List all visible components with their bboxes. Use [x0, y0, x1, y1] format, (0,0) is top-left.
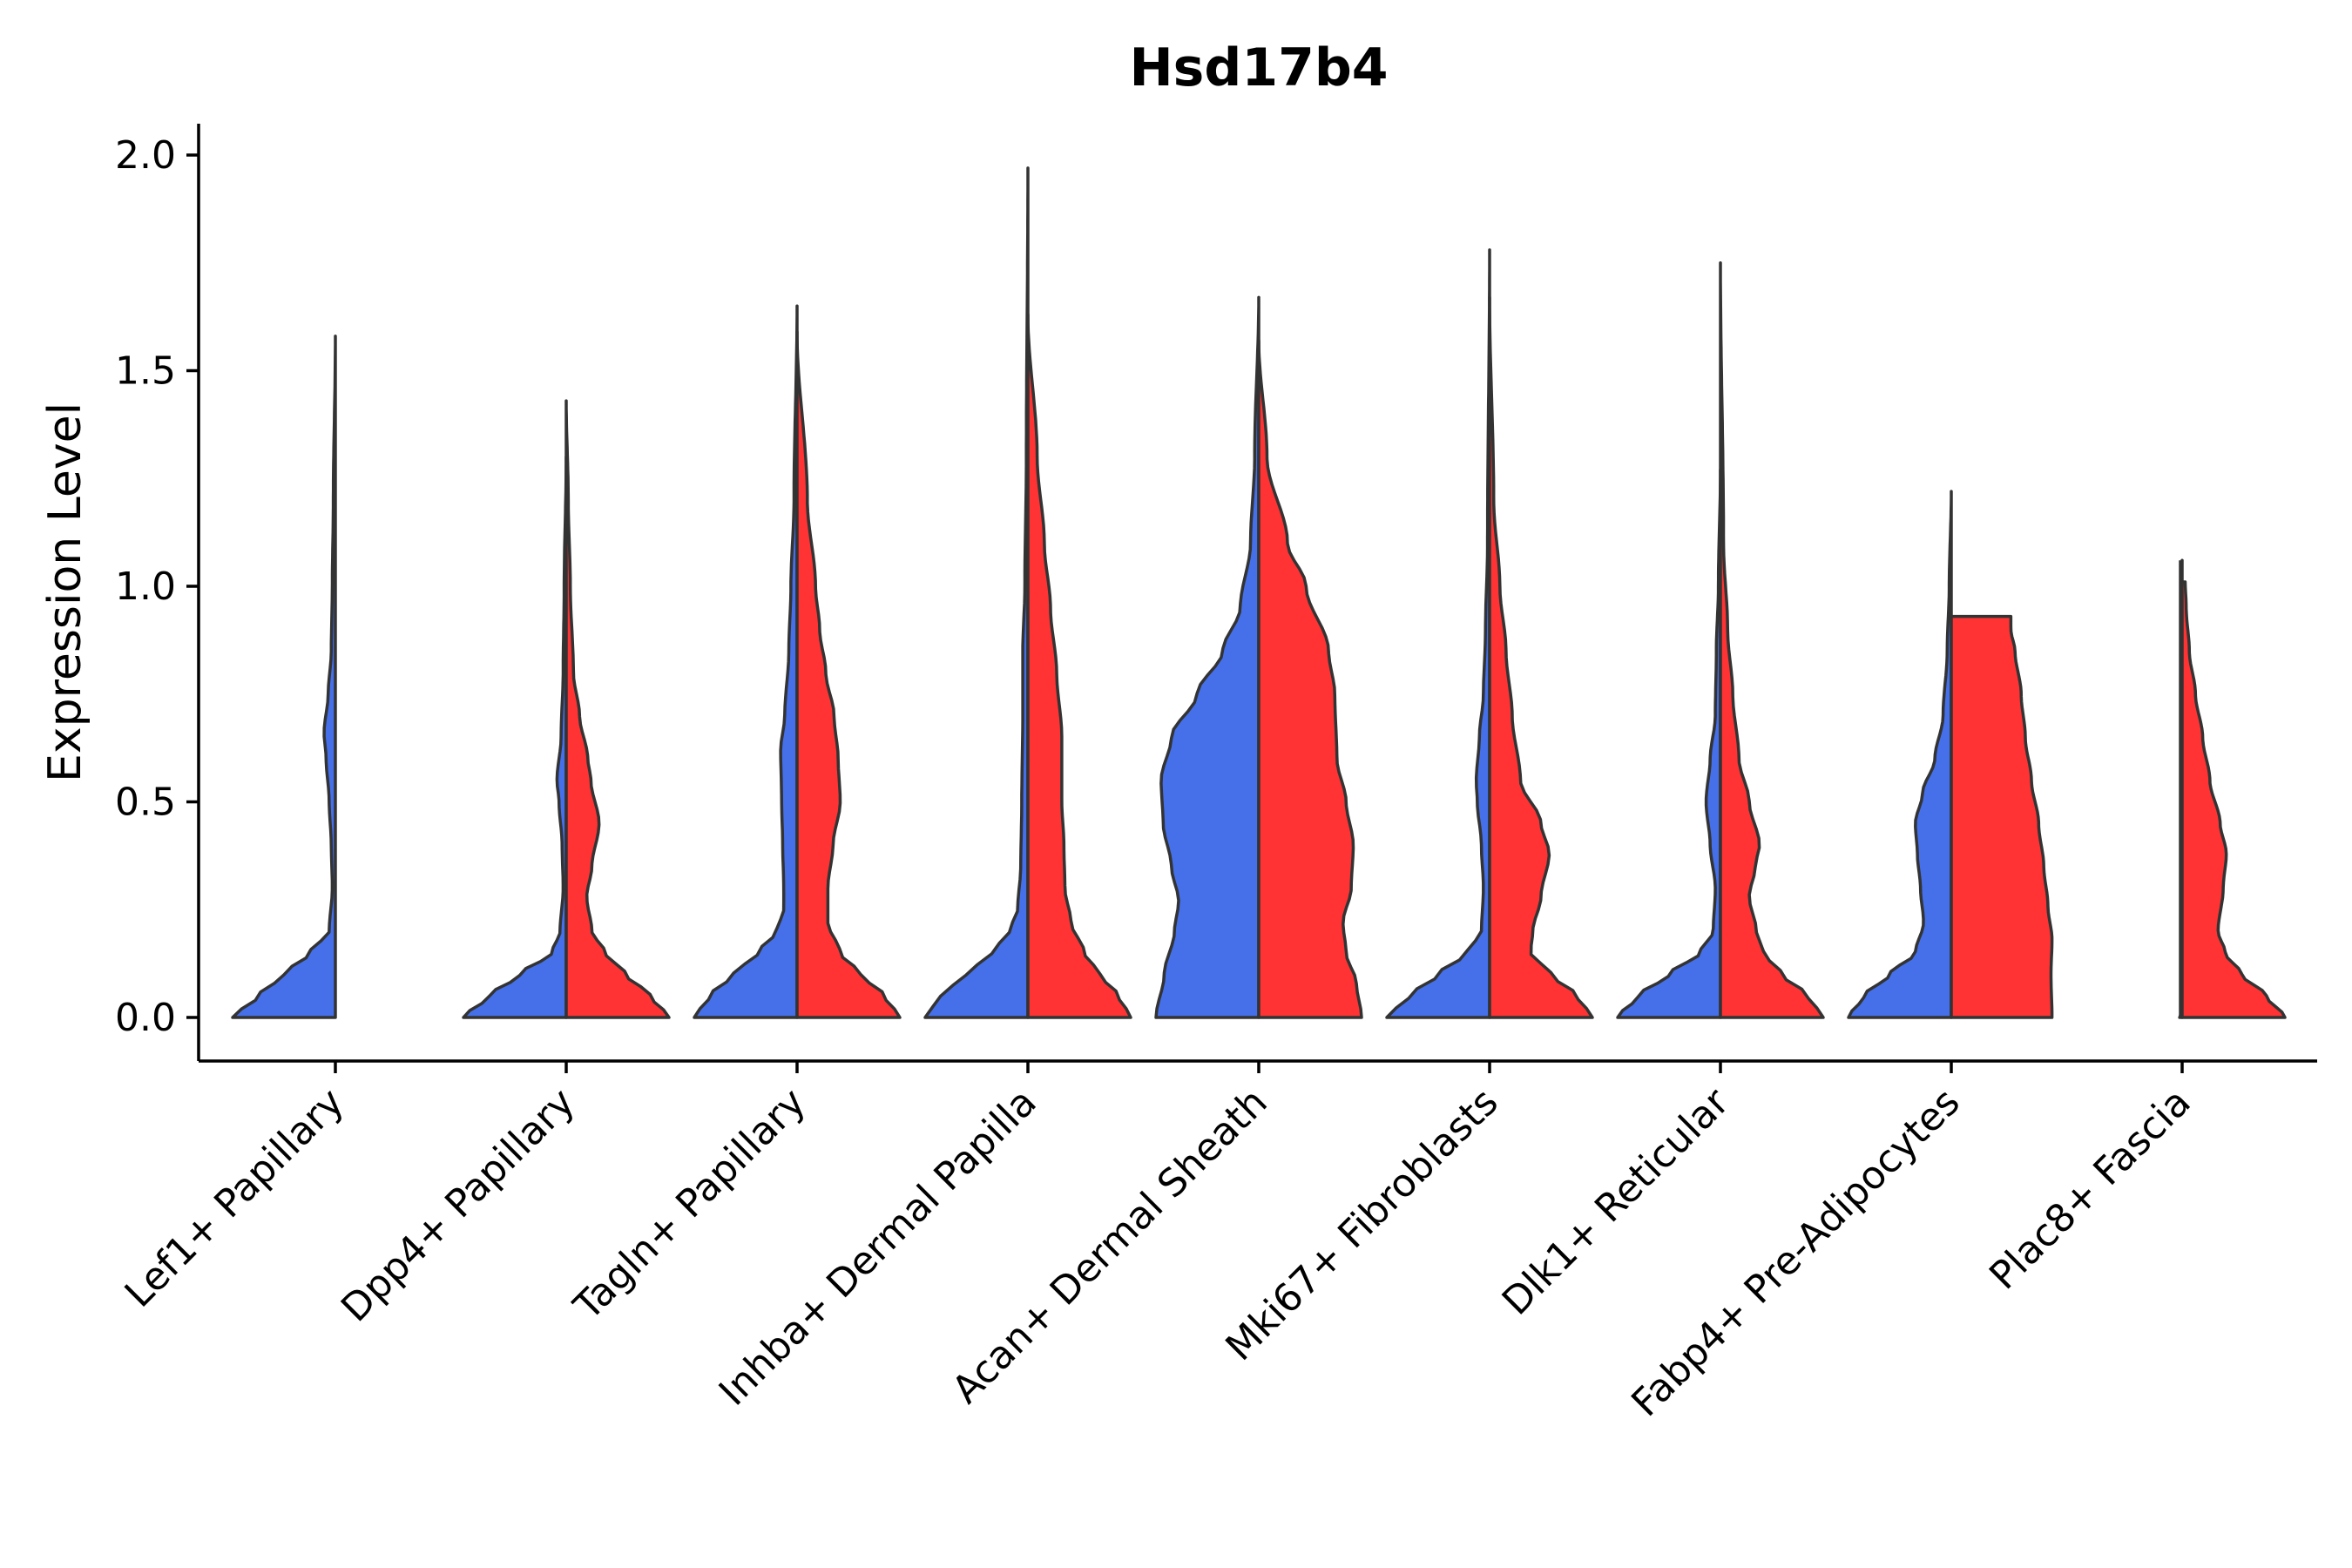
- violin-red-fabp4-pre-adipocytes: [1950, 614, 2054, 1019]
- violin-blue-mki67-fibroblasts: [1385, 248, 1491, 1019]
- x-tick-label-tagln-papillary: Tagln+ Papillary: [565, 1080, 814, 1329]
- y-axis-label: Expression Level: [39, 402, 91, 782]
- violin-blue-dpp4-papillary: [462, 455, 568, 1019]
- y-tick-label: 1.0: [115, 564, 176, 609]
- violin-blue-tagln-papillary: [693, 304, 799, 1019]
- violin-red-plac8-fascia: [2180, 580, 2287, 1019]
- violin-red-inhba-dermal-papilla: [1026, 313, 1132, 1019]
- x-tick-label-dpp4-papillary: Dpp4+ Papillary: [333, 1080, 584, 1331]
- violin-red-mki67-fibroblasts: [1488, 295, 1594, 1019]
- y-tick-label: 2.0: [115, 133, 176, 178]
- violin-blue-inhba-dermal-papilla: [923, 166, 1030, 1019]
- violin-red-dpp4-papillary: [564, 399, 671, 1019]
- violin-red-dlk1-reticular: [1719, 261, 1825, 1019]
- x-tick-label-plac8-fascia: Plac8+ Fascia: [1981, 1080, 2200, 1299]
- violin-blue-fabp4-pre-adipocytes: [1847, 490, 1953, 1019]
- violin-blue-acan-dermal-sheath: [1154, 295, 1260, 1019]
- y-tick-label: 0.0: [115, 996, 176, 1040]
- x-tick-label-lef1-papillary: Lef1+ Papillary: [117, 1080, 353, 1316]
- violin-red-tagln-papillary: [795, 330, 902, 1019]
- violin-blue-lef1-papillary: [231, 335, 337, 1019]
- y-tick-label: 0.5: [115, 781, 176, 825]
- y-tick-label: 1.5: [115, 349, 176, 394]
- violin-group: [231, 166, 2287, 1019]
- violin-red-acan-dermal-sheath: [1257, 339, 1363, 1019]
- violin-blue-dlk1-reticular: [1616, 468, 1722, 1019]
- x-tick-label-dlk1-reticular: Dlk1+ Reticular: [1494, 1079, 1739, 1324]
- chart-title: Hsd17b4: [1129, 37, 1388, 98]
